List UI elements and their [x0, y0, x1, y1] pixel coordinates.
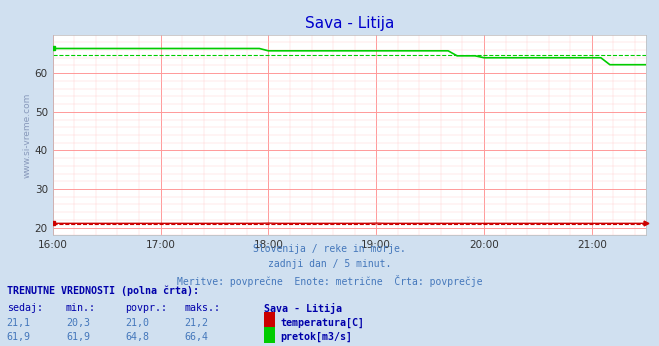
Text: 21,0: 21,0: [125, 318, 149, 328]
Text: 66,4: 66,4: [185, 332, 208, 342]
Text: TRENUTNE VREDNOSTI (polna črta):: TRENUTNE VREDNOSTI (polna črta):: [7, 285, 198, 296]
Text: pretok[m3/s]: pretok[m3/s]: [280, 332, 352, 343]
Title: Sava - Litija: Sava - Litija: [304, 16, 394, 31]
Text: Slovenija / reke in morje.
zadnji dan / 5 minut.
Meritve: povprečne  Enote: metr: Slovenija / reke in morje. zadnji dan / …: [177, 244, 482, 287]
Text: 21,1: 21,1: [7, 318, 30, 328]
Text: min.:: min.:: [66, 303, 96, 313]
Text: 20,3: 20,3: [66, 318, 90, 328]
Text: 61,9: 61,9: [66, 332, 90, 342]
Text: povpr.:: povpr.:: [125, 303, 167, 313]
Text: sedaj:: sedaj:: [7, 303, 43, 313]
Text: temperatura[C]: temperatura[C]: [280, 318, 364, 328]
Text: Sava - Litija: Sava - Litija: [264, 303, 341, 314]
Text: maks.:: maks.:: [185, 303, 221, 313]
Text: 64,8: 64,8: [125, 332, 149, 342]
Text: 61,9: 61,9: [7, 332, 30, 342]
Y-axis label: www.si-vreme.com: www.si-vreme.com: [23, 92, 32, 177]
Text: 21,2: 21,2: [185, 318, 208, 328]
